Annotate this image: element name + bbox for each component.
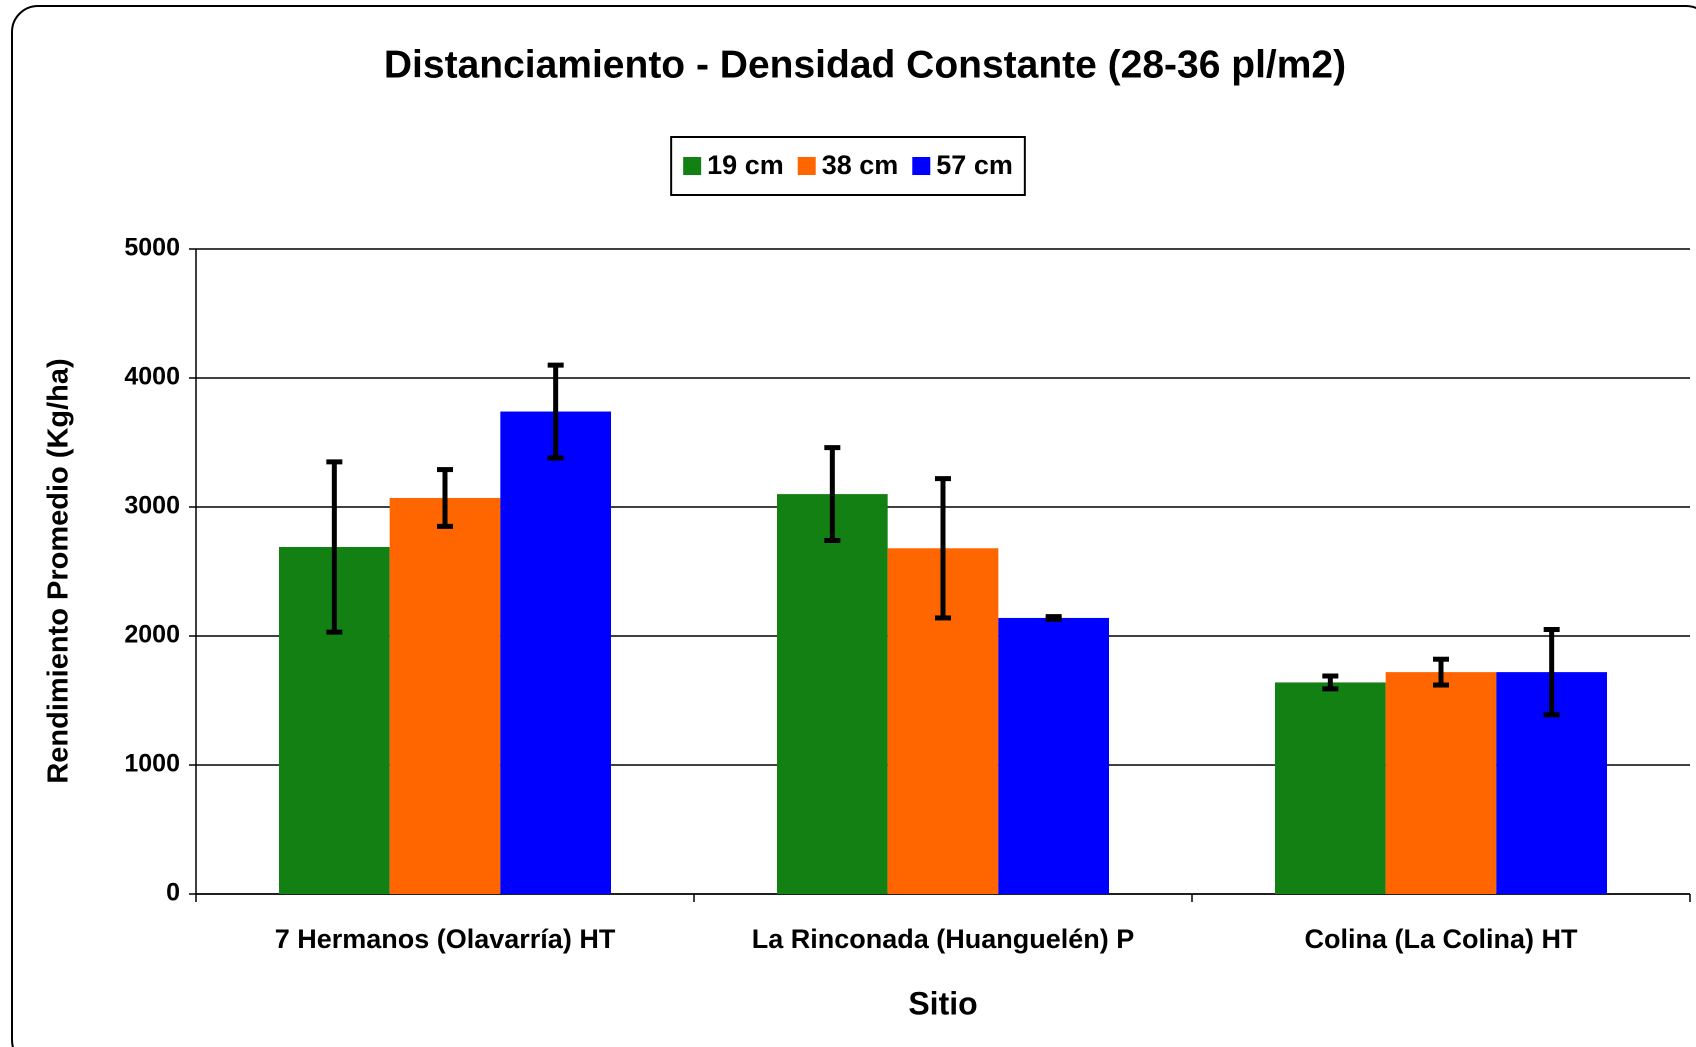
legend-label: 57 cm [936, 150, 1013, 180]
bar [389, 497, 501, 894]
x-axis-label: Sitio [908, 985, 977, 1021]
error-bar [1433, 656, 1449, 688]
legend-swatch [797, 157, 816, 175]
y-tick-label: 3000 [124, 492, 180, 520]
chart-title: Distanciamiento - Densidad Constante (28… [384, 43, 1346, 86]
error-bar [547, 362, 564, 461]
legend-swatch [912, 157, 931, 175]
error-bar [1543, 627, 1560, 718]
y-axis-label: Rendimiento Promedio (Kg/ha) [43, 358, 75, 783]
x-tick-label: 7 Hermanos (Olavarría) HT [275, 924, 616, 954]
error-bar [1045, 614, 1062, 622]
x-tick-label: La Rinconada (Huanguelén) P [752, 924, 1135, 954]
bar [1275, 682, 1386, 894]
error-bar [935, 476, 951, 621]
bar [500, 411, 611, 894]
legend-label: 19 cm [707, 150, 784, 180]
legend-swatch [683, 157, 702, 175]
y-tick-label: 1000 [124, 750, 180, 778]
error-bar [1322, 673, 1339, 692]
error-bar [437, 467, 453, 529]
bar [777, 494, 888, 894]
y-tick-label: 5000 [124, 234, 180, 262]
bar [998, 617, 1109, 894]
y-tick-label: 0 [166, 879, 180, 907]
bar [1385, 672, 1497, 894]
y-tick-label: 2000 [124, 621, 180, 649]
legend-box [670, 136, 1026, 196]
error-bar [326, 459, 343, 635]
error-bar [824, 445, 841, 544]
y-tick-label: 4000 [124, 363, 180, 391]
legend-label: 38 cm [822, 150, 899, 180]
x-tick-label: Colina (La Colina) HT [1305, 924, 1579, 954]
